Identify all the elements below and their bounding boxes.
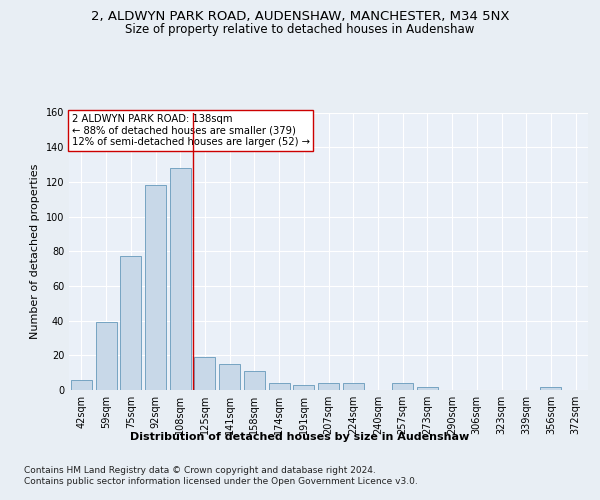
Text: 2 ALDWYN PARK ROAD: 138sqm
← 88% of detached houses are smaller (379)
12% of sem: 2 ALDWYN PARK ROAD: 138sqm ← 88% of deta… [71,114,310,147]
Text: Distribution of detached houses by size in Audenshaw: Distribution of detached houses by size … [130,432,470,442]
Text: Size of property relative to detached houses in Audenshaw: Size of property relative to detached ho… [125,22,475,36]
Bar [71,380,92,390]
Bar [219,364,240,390]
Text: Contains public sector information licensed under the Open Government Licence v3: Contains public sector information licen… [24,478,418,486]
Bar [95,322,116,390]
Bar [417,386,438,390]
Text: Contains HM Land Registry data © Crown copyright and database right 2024.: Contains HM Land Registry data © Crown c… [24,466,376,475]
Bar [269,383,290,390]
Bar [244,371,265,390]
Y-axis label: Number of detached properties: Number of detached properties [30,164,40,339]
Bar [293,385,314,390]
Bar [145,186,166,390]
Bar [541,386,562,390]
Bar [194,357,215,390]
Text: 2, ALDWYN PARK ROAD, AUDENSHAW, MANCHESTER, M34 5NX: 2, ALDWYN PARK ROAD, AUDENSHAW, MANCHEST… [91,10,509,23]
Bar [318,383,339,390]
Bar [120,256,141,390]
Bar [343,383,364,390]
Bar [392,383,413,390]
Bar [170,168,191,390]
